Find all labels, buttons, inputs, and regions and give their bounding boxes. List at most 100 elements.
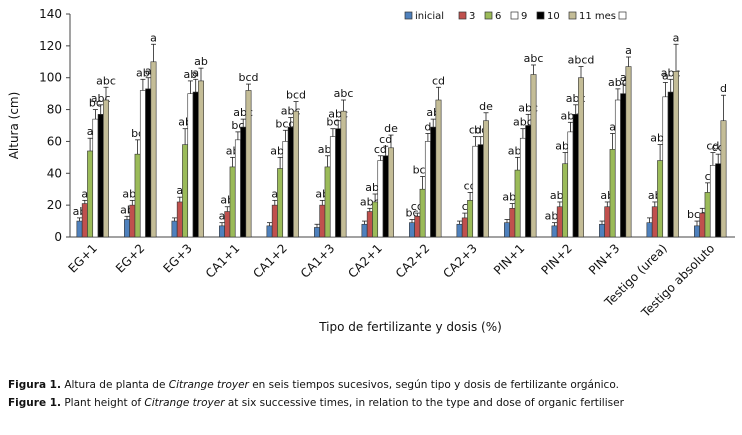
bar: [414, 215, 421, 238]
x-tick-label: CA1+1: [203, 241, 243, 281]
legend-swatch: [568, 11, 577, 20]
significance-label: ab: [136, 66, 150, 79]
x-tick-label: CA2+3: [440, 241, 480, 281]
significance-label: cd: [432, 74, 445, 87]
legend-label: 10: [547, 11, 560, 22]
y-tick-label: 100: [39, 71, 62, 85]
bar: [709, 165, 716, 238]
bar: [245, 90, 252, 238]
significance-label: c: [462, 200, 468, 213]
x-tick-label: EG+3: [161, 241, 195, 275]
bar: [335, 128, 342, 238]
bar: [483, 120, 489, 238]
bar: [224, 211, 231, 238]
significance-label: a: [673, 31, 680, 44]
x-tick-label: EG+1: [66, 241, 100, 275]
y-tick-label: 120: [39, 39, 62, 53]
bar: [599, 223, 605, 238]
bar: [81, 203, 88, 238]
bar: [282, 141, 289, 238]
x-tick-label: CA2+1: [345, 241, 385, 281]
bar: [92, 118, 99, 238]
bar: [620, 93, 627, 238]
caption-en-text-a: Plant height of: [61, 397, 145, 409]
significance-label: a: [87, 125, 94, 138]
bar: [651, 206, 658, 238]
bar: [372, 201, 379, 238]
legend-label: inicial: [415, 11, 444, 22]
bar: [715, 163, 722, 238]
bar: [361, 223, 368, 238]
y-tick-label: 60: [47, 134, 62, 148]
bar: [430, 126, 437, 238]
significance-label: a: [219, 210, 226, 223]
bar: [187, 93, 194, 238]
bar: [198, 80, 204, 238]
bar: [124, 219, 130, 238]
significance-label: bcd: [238, 71, 258, 84]
bar: [551, 225, 558, 238]
significance-label: a: [176, 184, 183, 197]
bar: [461, 217, 468, 238]
bar: [134, 153, 141, 238]
legend-label: 9: [521, 11, 527, 22]
significance-label: abc: [96, 74, 116, 87]
bar: [234, 139, 241, 238]
bar: [409, 222, 415, 238]
significance-label: a: [662, 69, 669, 82]
significance-label: a: [150, 31, 157, 44]
bar: [293, 110, 299, 238]
bar: [377, 160, 384, 238]
significance-label: ab: [184, 68, 198, 81]
bar: [145, 88, 152, 238]
significance-label: abcd: [568, 54, 595, 67]
bar: [388, 147, 394, 238]
significance-label: bc: [89, 97, 102, 110]
legend-swatch: [404, 11, 413, 20]
bar: [477, 144, 484, 238]
x-tick-label: PIN+1: [491, 241, 527, 277]
bar: [87, 150, 94, 238]
bar: [435, 99, 442, 238]
caption-spanish: Figura 1. Altura de planta de Citrange t…: [8, 379, 734, 393]
significance-label: abc: [524, 52, 544, 65]
bar: [277, 168, 284, 238]
bar: [625, 66, 632, 238]
significance-label: cd: [379, 133, 392, 146]
caption-es-text-b: en seis tiempos sucesivos, según tipo y …: [248, 379, 619, 391]
significance-label: bc: [326, 116, 339, 129]
bar: [694, 225, 700, 238]
bar: [673, 71, 679, 238]
bar: [266, 225, 273, 238]
bar: [76, 220, 83, 238]
x-tick-label: CA1+2: [250, 241, 290, 281]
significance-label: d: [424, 120, 431, 133]
legend-label: 3: [469, 11, 475, 22]
bar: [192, 91, 199, 238]
bar: [504, 222, 510, 238]
caption-es-text-a: Altura de planta de: [60, 379, 169, 391]
y-tick-label: 40: [47, 166, 62, 180]
bar: [467, 200, 474, 238]
legend-label: 6: [495, 11, 501, 22]
significance-label: ab: [194, 55, 208, 68]
bar: [472, 145, 479, 238]
x-tick-label: PIN+2: [538, 241, 574, 277]
bar: [556, 206, 563, 238]
significance-label: de: [479, 100, 493, 113]
bar: [240, 126, 247, 238]
bar: [578, 77, 584, 238]
bar: [176, 201, 183, 238]
legend-swatch: [458, 11, 467, 20]
caption-en-text-b: at six successive times, in relation to …: [224, 397, 624, 409]
bar: [530, 74, 537, 238]
bar: [150, 61, 157, 238]
legend-swatch: [618, 11, 627, 20]
bar: [97, 114, 104, 238]
bar: [514, 169, 521, 238]
x-tick-label: CA1+3: [298, 241, 338, 281]
bar: [271, 204, 278, 238]
x-tick-label: CA2+2: [393, 241, 433, 281]
significance-label: a: [625, 44, 632, 57]
bar: [219, 225, 225, 238]
